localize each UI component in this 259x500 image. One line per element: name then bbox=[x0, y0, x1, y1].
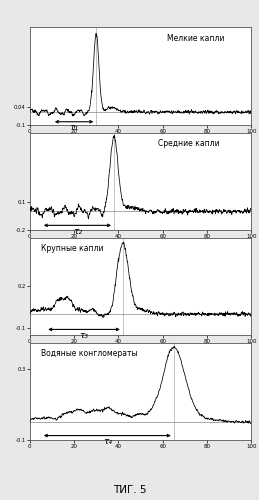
Text: Водяные конгломераты: Водяные конгломераты bbox=[41, 350, 137, 358]
Text: τ₂: τ₂ bbox=[73, 227, 82, 236]
Text: ΤИГ. 5: ΤИГ. 5 bbox=[113, 485, 146, 495]
Text: τ₄: τ₄ bbox=[103, 437, 112, 446]
Text: τ₃: τ₃ bbox=[80, 331, 89, 340]
Text: Средние капли: Средние капли bbox=[158, 140, 220, 148]
Text: τ₁: τ₁ bbox=[70, 123, 78, 132]
Text: Мелкие капли: Мелкие капли bbox=[167, 34, 225, 43]
Text: Крупные капли: Крупные капли bbox=[41, 244, 103, 254]
